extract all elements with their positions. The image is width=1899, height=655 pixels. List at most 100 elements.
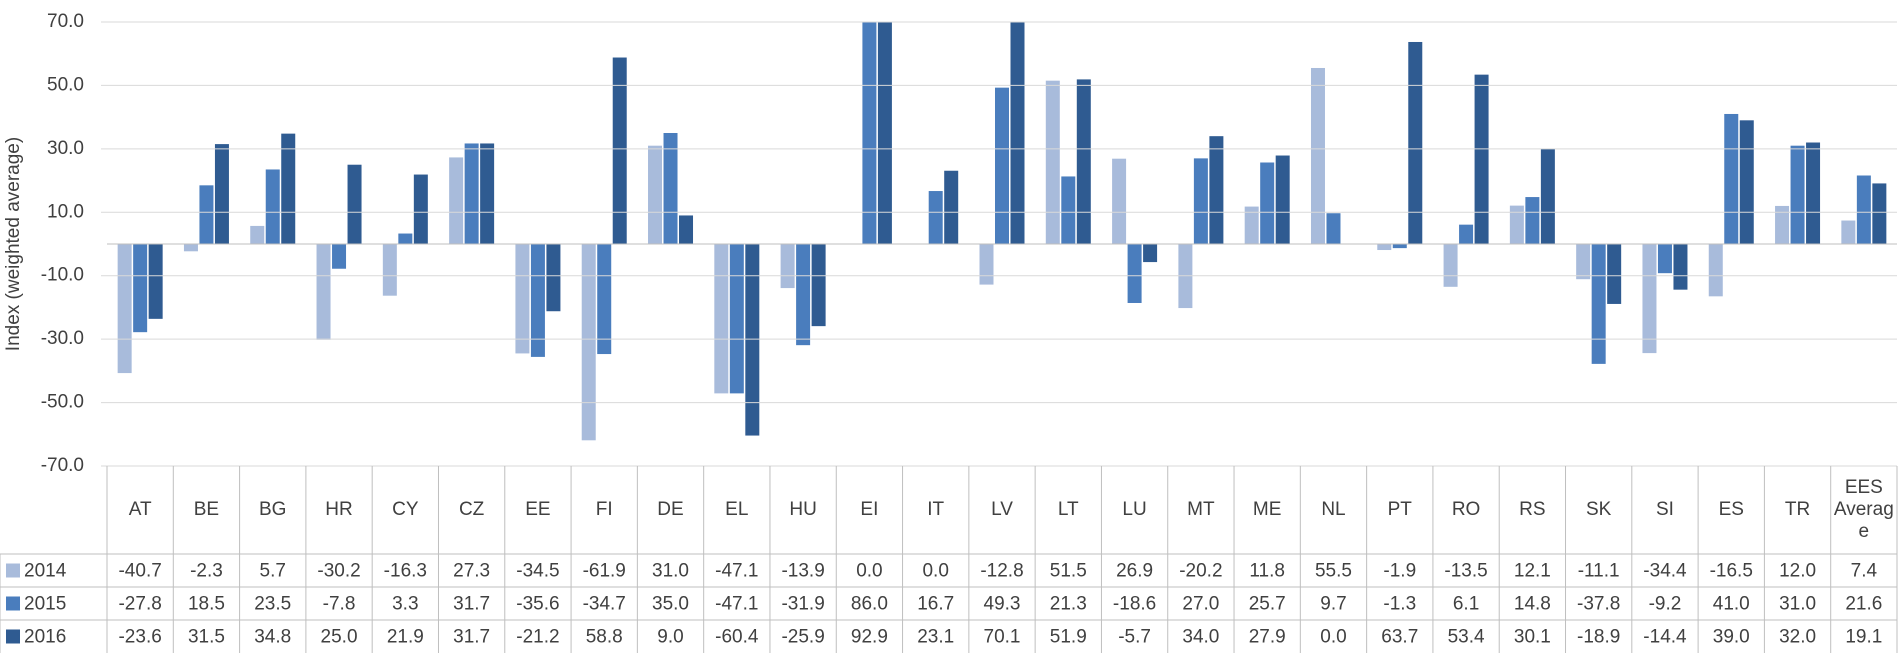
data-label: 23.5	[254, 594, 291, 615]
data-label: 31.0	[1779, 594, 1816, 615]
bar	[1275, 155, 1290, 244]
data-label: 23.1	[917, 627, 954, 648]
data-label: 51.9	[1050, 627, 1087, 648]
bar	[1193, 158, 1208, 244]
data-label: 21.9	[387, 627, 424, 648]
bar	[281, 133, 296, 244]
bar	[1112, 158, 1127, 244]
data-label: 9.7	[1320, 594, 1346, 615]
bar	[1010, 22, 1025, 244]
bar	[515, 244, 530, 354]
bar	[780, 244, 795, 289]
category-cell: LU	[1122, 499, 1146, 520]
x-tick-label: TR	[1784, 499, 1811, 520]
bar	[332, 244, 347, 269]
data-label: -11.1	[1578, 561, 1620, 582]
data-label: 14.8	[1514, 594, 1551, 615]
data-label: 35.0	[652, 594, 689, 615]
bar	[796, 244, 811, 346]
data-label: 16.7	[917, 594, 954, 615]
category-cell: SI	[1655, 499, 1674, 520]
bar	[1841, 220, 1856, 244]
x-tick-label: RO	[1451, 499, 1481, 520]
bar	[995, 87, 1009, 244]
data-label: 0.0	[856, 561, 882, 582]
bar	[1209, 136, 1224, 244]
bar	[480, 143, 495, 244]
data-label: -25.9	[781, 627, 824, 648]
plot-area	[117, 22, 1887, 441]
category-cell: CY	[392, 499, 418, 520]
bar	[663, 133, 678, 244]
bar	[648, 145, 663, 244]
data-label: 39.0	[1713, 627, 1750, 648]
category-cell: TR	[1784, 499, 1811, 520]
legend-label: 2015	[24, 594, 66, 615]
data-label: 3.3	[392, 594, 418, 615]
bar	[1045, 80, 1060, 245]
data-label: -27.8	[118, 594, 161, 615]
bar	[199, 185, 214, 244]
data-label: -1.9	[1383, 561, 1416, 582]
category-cell: BG	[259, 499, 286, 520]
legend-swatch	[6, 629, 20, 644]
bar	[1061, 176, 1076, 244]
bar	[117, 244, 132, 374]
bar	[413, 174, 428, 244]
bar	[1509, 205, 1524, 244]
bar	[530, 244, 545, 357]
bar	[1310, 67, 1325, 244]
data-label: -20.2	[1179, 561, 1222, 582]
data-label: 12.0	[1779, 561, 1816, 582]
bar	[1872, 183, 1887, 244]
data-label: -34.7	[583, 594, 626, 615]
data-label: -9.2	[1649, 594, 1682, 615]
data-label: 25.0	[321, 627, 358, 648]
data-label: -12.8	[980, 561, 1023, 582]
bar	[1708, 244, 1723, 297]
x-tick-label: SI	[1655, 499, 1674, 520]
data-label: -1.3	[1383, 594, 1416, 615]
category-cell: HR	[325, 499, 352, 520]
data-label: 11.8	[1249, 561, 1285, 582]
category-cell: PT	[1388, 499, 1412, 520]
y-tick-label: -50.0	[41, 392, 84, 413]
data-label: 34.0	[1182, 627, 1219, 648]
bar	[1790, 145, 1805, 244]
data-label: 31.7	[453, 594, 490, 615]
bar	[382, 244, 397, 296]
bar	[1607, 244, 1622, 304]
data-label: -5.7	[1118, 627, 1151, 648]
category-cell: NL	[1321, 499, 1345, 520]
bar	[347, 164, 362, 244]
category-cell: EES Average	[1834, 477, 1894, 542]
data-label: -30.2	[317, 561, 360, 582]
bar	[449, 157, 464, 244]
x-tick-label: CZ	[458, 499, 485, 520]
bar	[1260, 162, 1275, 244]
bar	[1459, 224, 1474, 244]
data-label: -7.8	[323, 594, 356, 615]
category-cell: BE	[193, 499, 220, 520]
data-label: 12.1	[1514, 561, 1551, 582]
category-cell: ME	[1253, 499, 1282, 520]
category-cell: IT	[927, 499, 944, 520]
data-label: -47.1	[715, 594, 758, 615]
bar	[1673, 244, 1688, 290]
data-label: -21.2	[516, 627, 559, 648]
bar	[862, 22, 877, 245]
bar	[546, 244, 561, 312]
data-label: 30.1	[1514, 627, 1551, 648]
data-label: -18.9	[1577, 627, 1620, 648]
data-label: 55.5	[1315, 561, 1352, 582]
data-label: 19.1	[1845, 627, 1882, 648]
category-cell: RO	[1451, 499, 1481, 520]
data-label: 6.1	[1453, 594, 1479, 615]
x-tick-label: BE	[193, 499, 220, 520]
bar	[464, 143, 479, 244]
category-cell: MT	[1187, 499, 1214, 520]
category-cell: EL	[725, 499, 748, 520]
bar	[250, 225, 265, 244]
bar	[581, 244, 596, 441]
bar	[928, 191, 943, 244]
